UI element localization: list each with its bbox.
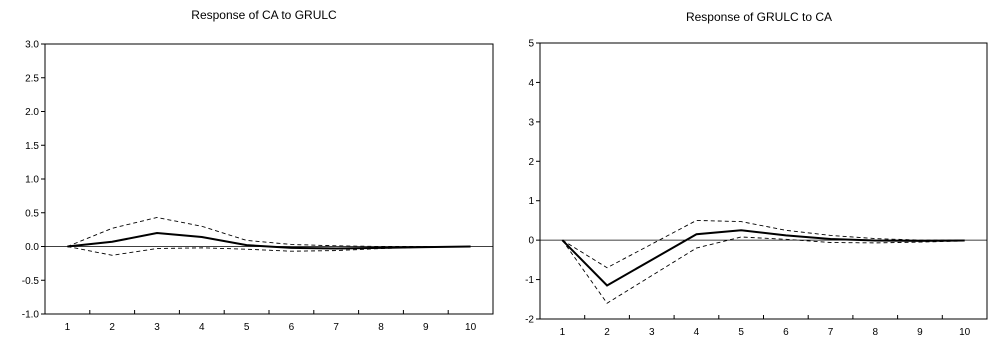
confidence-band-line <box>561 236 965 304</box>
x-tick-label: 3 <box>649 327 655 338</box>
x-tick-label: 9 <box>917 327 923 338</box>
y-tick-label: 0.5 <box>25 208 39 219</box>
y-tick-label: -1.0 <box>22 310 40 321</box>
y-tick-label: 3 <box>528 117 534 128</box>
x-tick-label: 3 <box>154 322 160 333</box>
y-tick-label: -2 <box>525 315 534 326</box>
x-tick-label: 2 <box>604 327 610 338</box>
x-tick-label: 4 <box>199 322 205 333</box>
plot-frame <box>539 42 988 320</box>
y-tick-label: 0 <box>528 236 534 247</box>
y-tick-label: 5 <box>528 39 534 50</box>
x-tick-label: 8 <box>378 322 384 333</box>
x-tick-label: 8 <box>872 327 878 338</box>
y-tick-label: 1.0 <box>25 175 39 186</box>
x-tick-label: 6 <box>783 327 789 338</box>
y-tick-label: 2.5 <box>25 73 39 84</box>
x-tick-label: 7 <box>333 322 339 333</box>
chart-response-grulc-to-ca: Response of GRULC to CA -2 -1 0 1 2 3 4 5 1 2 3 4 5 6… <box>525 10 988 338</box>
x-tick-label: 6 <box>289 322 295 333</box>
response-line <box>561 229 965 287</box>
y-tick-label: 2.0 <box>25 107 39 118</box>
x-tick-label: 5 <box>738 327 744 338</box>
y-tick-label: 2 <box>528 157 534 168</box>
x-tick-label: 1 <box>560 327 566 338</box>
y-tick-label: 1 <box>528 196 534 207</box>
x-tick-label: 5 <box>244 322 250 333</box>
confidence-band-line <box>67 246 471 256</box>
y-tick-label: -0.5 <box>22 276 40 287</box>
y-tick-label: 1.5 <box>25 141 39 152</box>
chart-title: Response of CA to GRULC <box>191 8 337 22</box>
y-tick-label: 0.0 <box>25 242 39 253</box>
x-tick-label: 9 <box>423 322 429 333</box>
x-tick-label: 1 <box>65 322 71 333</box>
x-tick-label: 2 <box>109 322 115 333</box>
x-tick-label: 10 <box>959 327 971 338</box>
chart-title: Response of GRULC to CA <box>686 10 832 24</box>
x-tick-label: 10 <box>465 322 477 333</box>
confidence-band-line <box>562 219 965 269</box>
y-tick-label: 3.0 <box>25 40 39 51</box>
plot-frame <box>44 43 494 315</box>
confidence-band-line <box>67 217 471 247</box>
y-tick-label: 4 <box>528 78 534 89</box>
y-tick-label: -1 <box>525 275 534 286</box>
x-tick-label: 4 <box>694 327 700 338</box>
x-tick-label: 7 <box>828 327 834 338</box>
chart-response-ca-to-grulc: Response of CA to GRULC -1.0 -0.5 0.0 0.5 1.… <box>22 8 494 333</box>
